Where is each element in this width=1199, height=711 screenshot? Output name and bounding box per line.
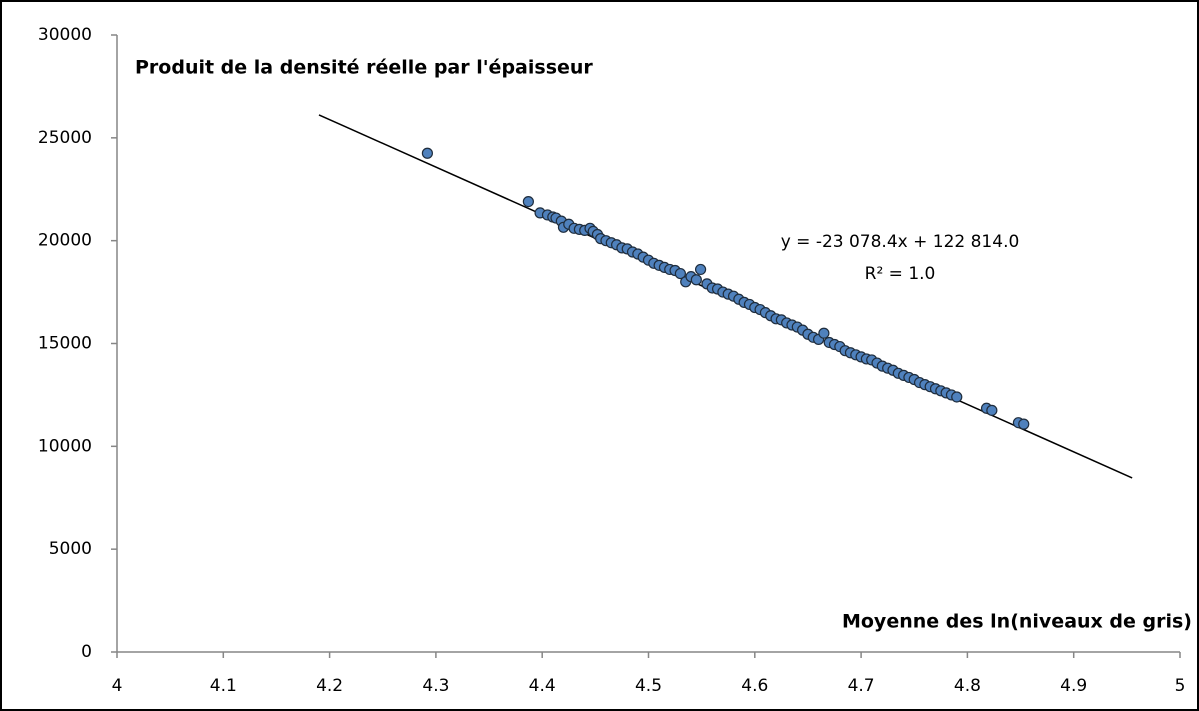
point — [951, 391, 963, 403]
point — [674, 267, 686, 280]
point — [421, 147, 433, 159]
x-axis-label: Moyenne des ln(niveaux de gris) — [842, 611, 1192, 633]
point — [986, 404, 998, 416]
x-tick-label: 4.1 — [210, 676, 237, 696]
x-tick-label: 4 — [112, 676, 123, 696]
y-tick-label: 10000 — [38, 436, 92, 456]
y-axis-label: Produit de la densité réelle par l'épais… — [135, 57, 593, 79]
equation: y = -23 078.4x + 122 814.0 — [781, 232, 1020, 252]
point — [694, 263, 707, 276]
x-tick-label: 4.6 — [741, 676, 768, 696]
point — [522, 195, 534, 208]
x-tick-label: 4.2 — [316, 676, 343, 696]
y-tick-label: 30000 — [38, 25, 92, 45]
x-tick-label: 4.8 — [954, 676, 981, 696]
y-tick-label: 15000 — [38, 334, 92, 354]
x-tick-label: 4.5 — [635, 676, 662, 696]
y-tick-label: 25000 — [38, 128, 92, 148]
r-squared: R² = 1.0 — [865, 264, 936, 284]
y-tick-label: 20000 — [38, 231, 92, 251]
x-tick-label: 4.4 — [529, 676, 556, 696]
x-tick-label: 5 — [1175, 676, 1186, 696]
point — [818, 327, 830, 339]
point — [690, 274, 702, 286]
y-tick-label: 5000 — [49, 539, 92, 559]
x-tick-label: 4.7 — [848, 676, 875, 696]
x-tick-label: 4.9 — [1060, 676, 1087, 696]
x-tick-label: 4.3 — [422, 676, 449, 696]
point — [1018, 418, 1030, 430]
y-tick-label: 0 — [81, 642, 92, 662]
